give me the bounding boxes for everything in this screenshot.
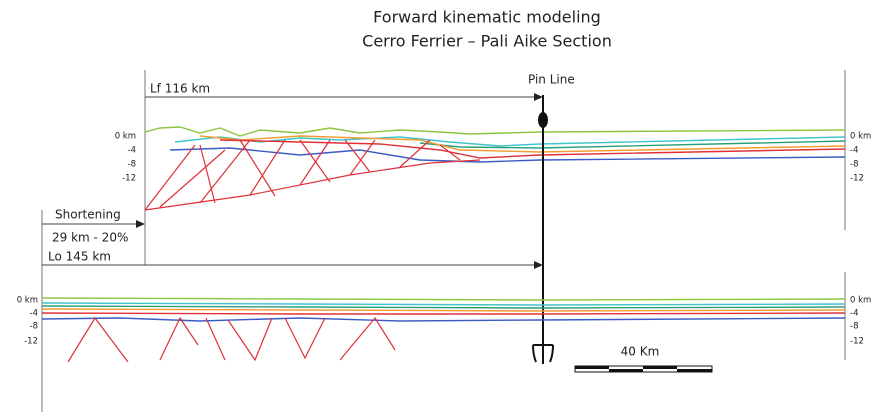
layer xyxy=(199,135,846,153)
depth-label: -12 xyxy=(24,337,38,347)
arrowhead xyxy=(534,261,543,269)
depth-label: -4 xyxy=(850,146,858,156)
fault xyxy=(199,144,216,204)
scale-segment xyxy=(643,366,677,369)
pin-base xyxy=(532,344,554,364)
fault xyxy=(205,317,226,361)
depth-label: -8 xyxy=(850,322,858,332)
fault xyxy=(249,139,286,196)
layer xyxy=(41,317,846,322)
layer xyxy=(41,308,846,312)
layer xyxy=(169,147,846,163)
subtitle: Cerro Ferrier – Pali Aike Section xyxy=(362,32,612,51)
fault xyxy=(144,159,481,211)
lower-faults xyxy=(67,316,396,363)
layer xyxy=(41,312,846,315)
lower-depth-right: 0 km -4 -8 -12 xyxy=(850,296,871,347)
lower-depth-left: 0 km -4 -8 -12 xyxy=(17,296,38,347)
depth-label: -12 xyxy=(850,174,864,184)
depth-label: 0 km xyxy=(850,296,871,306)
depth-label: 0 km xyxy=(17,296,38,306)
depth-label: -12 xyxy=(850,337,864,347)
layer xyxy=(41,302,846,306)
depth-label: -4 xyxy=(128,146,136,156)
depth-label: -8 xyxy=(128,160,136,170)
arrowhead xyxy=(136,220,145,228)
depth-label: -8 xyxy=(850,160,858,170)
depth-label: -8 xyxy=(30,322,38,332)
fault xyxy=(284,317,326,360)
fault xyxy=(144,144,196,211)
fault xyxy=(299,139,331,183)
shortening-value: 29 km - 20% xyxy=(52,231,128,245)
fault xyxy=(239,139,276,197)
depth-label: 0 km xyxy=(850,132,871,142)
fault xyxy=(399,139,431,168)
fault xyxy=(439,144,461,161)
fault xyxy=(339,316,396,361)
layer xyxy=(219,139,846,159)
upper-faults xyxy=(144,139,481,211)
fault xyxy=(227,317,273,362)
pin-label: Pin Line xyxy=(528,73,575,87)
depth-label: -4 xyxy=(30,309,38,319)
shortening-label: Shortening xyxy=(55,208,121,222)
arrowhead xyxy=(534,93,543,101)
depth-label: 0 km xyxy=(115,132,136,142)
fault xyxy=(349,139,376,176)
scale-segment xyxy=(575,366,609,369)
upper-depth-left: 0 km -4 -8 -12 xyxy=(115,132,136,184)
pin-top xyxy=(538,112,548,128)
fault xyxy=(159,149,226,208)
scale-label: 40 Km xyxy=(621,345,660,359)
depth-label: -12 xyxy=(122,174,136,184)
title: Forward kinematic modeling xyxy=(373,8,601,27)
lo-label: Lo 145 km xyxy=(48,250,111,264)
depth-label: -4 xyxy=(850,309,858,319)
fault xyxy=(199,139,251,204)
layer xyxy=(41,305,846,309)
upper-depth-right: 0 km -4 -8 -12 xyxy=(850,132,871,184)
lf-label: Lf 116 km xyxy=(150,82,210,96)
scale-segment xyxy=(677,369,712,372)
fault xyxy=(299,139,331,186)
fault xyxy=(67,316,129,363)
scale-segment xyxy=(609,369,643,372)
layer xyxy=(41,297,846,301)
fault xyxy=(159,316,199,361)
fault xyxy=(344,139,371,173)
layer xyxy=(144,126,846,137)
